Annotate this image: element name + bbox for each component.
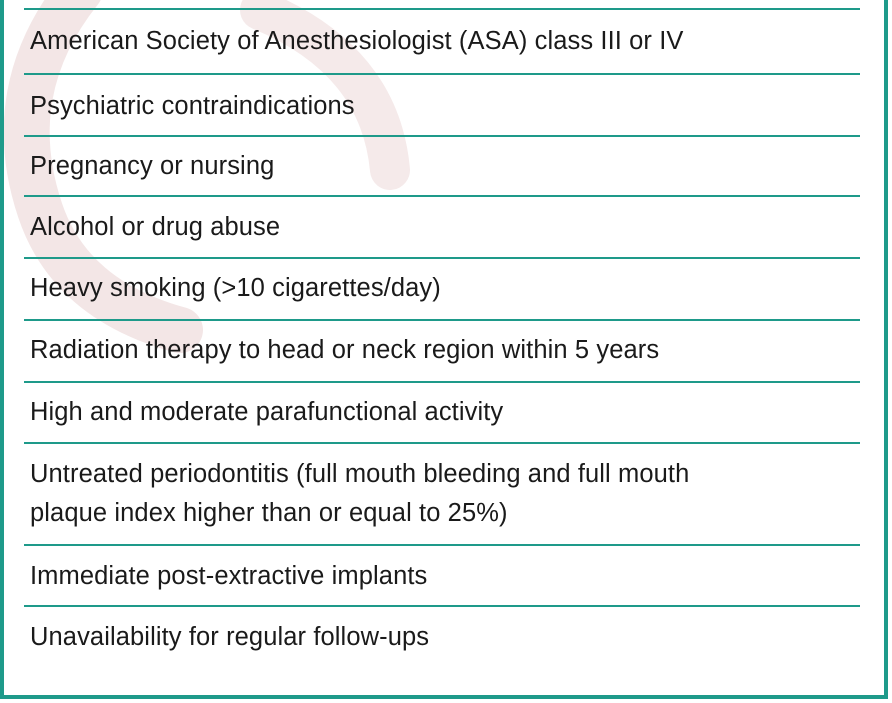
criterion-post-extractive: Immediate post-extractive implants (30, 562, 428, 590)
divider (24, 544, 860, 546)
criterion-follow-ups: Unavailability for regular follow-ups (30, 623, 430, 651)
divider (24, 73, 860, 75)
divider (24, 195, 860, 197)
criterion-parafunctional: High and moderate parafunctional activit… (30, 398, 504, 426)
criterion-psychiatric: Psychiatric contraindications (30, 92, 355, 120)
divider (24, 135, 860, 137)
criterion-heavy-smoking: Heavy smoking (>10 cigarettes/day) (30, 274, 441, 302)
divider (24, 319, 860, 321)
criterion-asa-class: American Society of Anesthesiologist (AS… (30, 27, 684, 55)
divider (24, 605, 860, 607)
divider (24, 257, 860, 259)
criterion-periodontitis-line1: Untreated periodontitis (full mouth blee… (30, 460, 690, 488)
criterion-periodontitis-line2: plaque index higher than or equal to 25%… (30, 499, 508, 527)
divider (24, 442, 860, 444)
top-divider (24, 8, 860, 10)
criterion-alcohol-drug: Alcohol or drug abuse (30, 213, 281, 241)
criterion-radiation-therapy: Radiation therapy to head or neck region… (30, 336, 660, 364)
criterion-pregnancy: Pregnancy or nursing (30, 152, 275, 180)
divider (24, 381, 860, 383)
